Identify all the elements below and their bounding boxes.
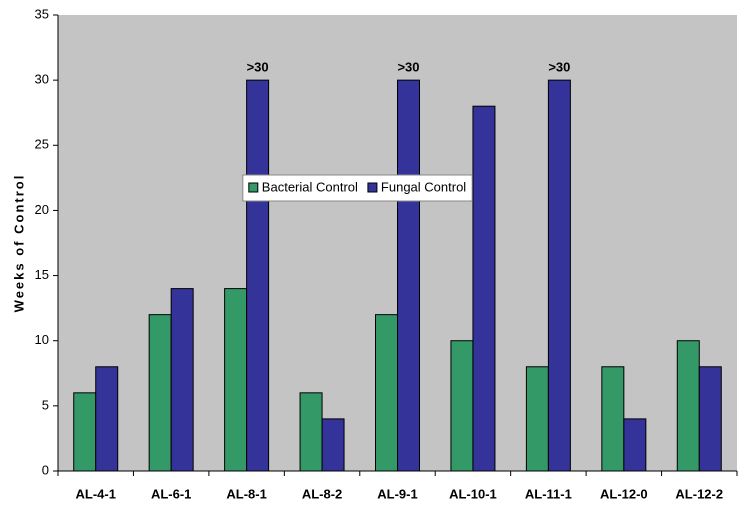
x-tick-label: AL-9-1 — [377, 486, 417, 501]
x-tick-label: AL-8-2 — [302, 486, 342, 501]
bar — [170, 288, 194, 472]
y-tick-label: 35 — [35, 6, 49, 21]
bar — [525, 366, 549, 472]
bar — [224, 288, 248, 472]
legend-swatch — [367, 182, 378, 193]
legend-swatch — [248, 182, 259, 193]
bar — [73, 392, 97, 472]
x-tick-label: AL-11-1 — [525, 486, 572, 501]
bar — [375, 314, 398, 472]
y-tick-label: 0 — [42, 462, 49, 477]
y-tick-label: 25 — [35, 137, 49, 152]
value-label: >30 — [548, 60, 570, 75]
bar — [246, 79, 270, 472]
bar — [472, 105, 496, 472]
legend-box — [242, 174, 473, 202]
y-tick-label: 15 — [35, 267, 49, 282]
y-tick-label: 20 — [35, 202, 49, 217]
y-tick-label: 10 — [35, 332, 49, 347]
y-tick-label: 5 — [42, 397, 49, 412]
legend-label: Bacterial Control — [262, 179, 358, 194]
y-axis-label: Weeks of Control — [11, 174, 26, 313]
bar — [321, 418, 345, 472]
bar — [95, 366, 119, 472]
bar — [547, 79, 571, 472]
x-tick-label: AL-12-2 — [675, 486, 723, 501]
bar — [676, 340, 700, 472]
y-tick-label: 30 — [35, 72, 49, 87]
value-label: >30 — [247, 60, 269, 75]
bar — [450, 340, 474, 472]
x-tick-label: AL-12-0 — [600, 486, 648, 501]
bar — [148, 314, 172, 472]
legend-label: Fungal Control — [381, 179, 466, 194]
legend: Bacterial Control Fungal Control — [242, 174, 473, 202]
bar — [601, 366, 625, 472]
x-tick-label: AL-10-1 — [449, 486, 497, 501]
x-tick-label: AL-4-1 — [75, 486, 115, 501]
value-label: >30 — [397, 60, 419, 75]
bar — [397, 79, 420, 472]
bar — [698, 366, 722, 472]
x-tick-label: AL-6-1 — [151, 486, 191, 501]
bar — [623, 418, 647, 472]
bar — [299, 392, 323, 472]
x-tick-label: AL-8-1 — [226, 486, 266, 501]
